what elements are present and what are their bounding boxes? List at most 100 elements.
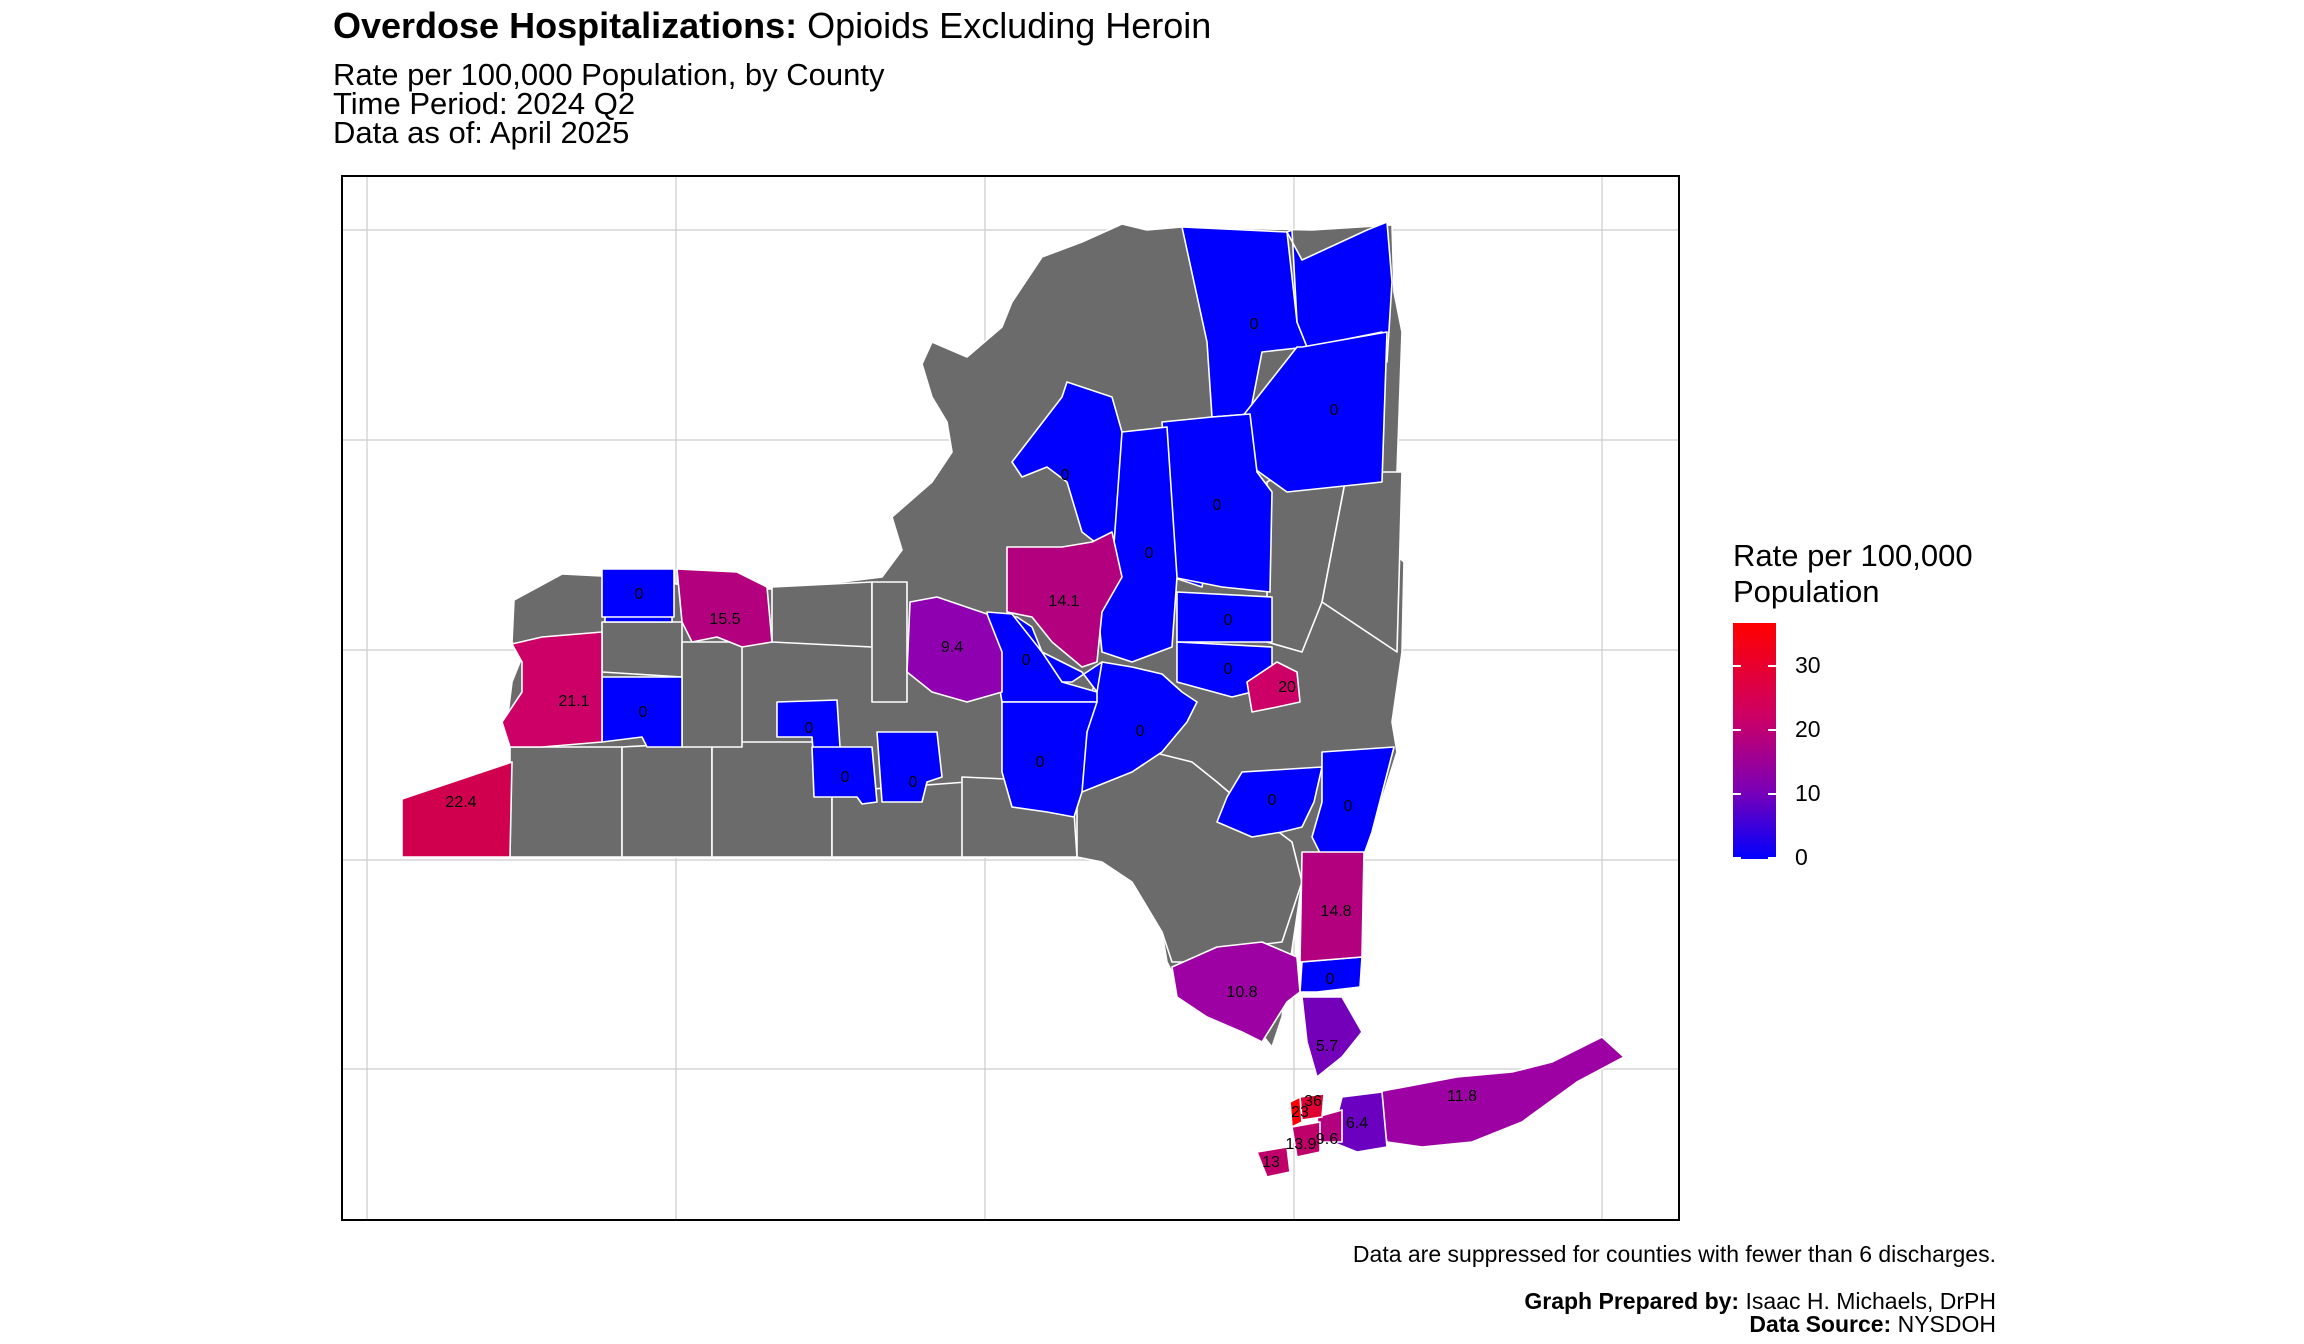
county-label: 0 <box>1250 316 1259 333</box>
subtitle: Rate per 100,000 Population, by County T… <box>333 57 1211 150</box>
county-label: 0 <box>1224 612 1233 629</box>
county-fulton <box>1176 591 1273 643</box>
county-label: 0 <box>1036 754 1045 771</box>
county-map: 0 0 0 0 0 0 0 0 0 0 0 0 0 0 0 0 0 0 15.5… <box>343 177 1678 1219</box>
data-source: Data Source: NYSDOH <box>1749 1313 1996 1336</box>
legend-tick-10: 10 <box>1795 780 1821 806</box>
legend-tickmark <box>1733 857 1741 859</box>
county-label: 9.6 <box>1316 1131 1338 1148</box>
county-label: 0 <box>1326 971 1335 988</box>
county-dutchess <box>1299 851 1365 963</box>
county-finger-lakes-4 <box>871 581 908 703</box>
county-label: 9.4 <box>941 639 963 656</box>
county-richmond <box>1256 1146 1291 1178</box>
chart-title: Overdose Hospitalizations: Opioids Exclu… <box>333 8 1211 44</box>
county-label: 0 <box>841 769 850 786</box>
county-southern-tier-2 <box>621 741 713 858</box>
map-panel: 0 0 0 0 0 0 0 0 0 0 0 0 0 0 0 0 0 0 15.5… <box>341 175 1680 1221</box>
county-label: 15.5 <box>709 611 740 628</box>
county-southern-tier-west <box>509 746 623 858</box>
county-kings <box>1291 1121 1321 1158</box>
county-hamilton <box>1161 413 1273 593</box>
county-label: 13.9 <box>1285 1136 1316 1153</box>
county-label: 0 <box>1330 402 1339 419</box>
county-finger-lakes-2 <box>681 641 743 748</box>
county-orleans <box>601 568 675 618</box>
county-ft-blue-2 <box>811 746 878 805</box>
county-label: 36 <box>1304 1093 1322 1110</box>
county-label: 0 <box>1136 723 1145 740</box>
legend-tickmark <box>1768 857 1776 859</box>
county-label: 23 <box>1291 1104 1309 1121</box>
subtitle-line-asof: Data as of: April 2025 <box>333 115 630 150</box>
title-block: Overdose Hospitalizations: Opioids Exclu… <box>333 8 1211 150</box>
color-legend: Rate per 100,000 Population 30 20 10 0 <box>1733 538 1973 869</box>
legend-title-line1: Rate per 100,000 <box>1733 538 1973 573</box>
county-label: 0 <box>1213 497 1222 514</box>
legend-tickmark <box>1733 729 1741 731</box>
prepared-by: Graph Prepared by: Isaac H. Michaels, Dr… <box>1524 1290 1996 1313</box>
county-label: 0 <box>1268 792 1277 809</box>
county-erie <box>501 631 603 748</box>
legend-title: Rate per 100,000 Population <box>1733 538 1973 610</box>
county-label: 0 <box>1224 661 1233 678</box>
county-greene-blue <box>1216 766 1323 838</box>
county-label: 0 <box>1145 545 1154 562</box>
county-label: 5.7 <box>1316 1038 1338 1055</box>
legend-tick-20: 20 <box>1795 716 1821 742</box>
county-saratoga <box>1246 661 1301 713</box>
legend-title-line2: Population <box>1733 574 1880 609</box>
county-ft-blue-3 <box>876 731 943 803</box>
legend-tickmark <box>1768 793 1776 795</box>
county-columbia-blue <box>1311 746 1395 861</box>
county-finger-lakes-1 <box>601 621 683 678</box>
county-label: 0 <box>805 720 814 737</box>
county-label: 0 <box>1344 798 1353 815</box>
legend-tickmark <box>1733 665 1741 667</box>
title-bold: Overdose Hospitalizations: <box>333 5 798 46</box>
county-suffolk <box>1376 1036 1625 1148</box>
county-label: 14.8 <box>1320 903 1351 920</box>
legend-tickmark <box>1768 729 1776 731</box>
county-chautauqua <box>401 761 513 858</box>
legend-tickmark <box>1768 665 1776 667</box>
county-label: 6.4 <box>1346 1115 1368 1132</box>
suppression-note: Data are suppressed for counties with fe… <box>1352 1241 1996 1267</box>
county-label: 11.8 <box>1447 1088 1477 1105</box>
county-label: 0 <box>1061 467 1070 484</box>
title-rest: Opioids Excluding Heroin <box>797 5 1212 46</box>
county-label: 0 <box>909 774 918 791</box>
county-label: 0 <box>635 586 644 603</box>
county-label: 20 <box>1278 679 1296 696</box>
prepared-label: Graph Prepared by: <box>1524 1288 1740 1314</box>
legend-colorbar <box>1733 623 1776 859</box>
county-label: 0 <box>1022 652 1031 669</box>
subtitle-line-rate: Rate per 100,000 Population, by County <box>333 57 885 92</box>
county-label: 22.4 <box>445 794 476 811</box>
county-label: 10.8 <box>1226 984 1257 1001</box>
county-oneida <box>1006 531 1123 668</box>
prepared-value: Isaac H. Michaels, DrPH <box>1739 1288 1996 1314</box>
county-label: 21.1 <box>558 693 589 710</box>
source-label: Data Source: <box>1749 1311 1892 1337</box>
county-label: 14.1 <box>1048 593 1079 610</box>
county-eastern-2 <box>1321 471 1403 653</box>
county-label: 0 <box>639 704 648 721</box>
legend-tick-30: 30 <box>1795 652 1821 678</box>
county-new-york <box>1289 1096 1303 1128</box>
county-chenango <box>1001 701 1098 818</box>
county-orange <box>1171 941 1301 1043</box>
county-polygons <box>401 221 1625 1178</box>
source-value: NYSDOH <box>1891 1311 1996 1337</box>
legend-tickmark <box>1733 793 1741 795</box>
county-rockland <box>1301 996 1363 1078</box>
county-franklin <box>1181 226 1308 418</box>
county-clinton <box>1286 221 1393 363</box>
subtitle-line-period: Time Period: 2024 Q2 <box>333 86 636 121</box>
legend-tick-0: 0 <box>1795 844 1808 870</box>
county-label: 13 <box>1262 1154 1280 1171</box>
county-onondaga <box>906 596 1003 703</box>
county-value-labels: 0 0 0 0 0 0 0 0 0 0 0 0 0 0 0 0 0 0 15.5… <box>445 316 1477 1171</box>
county-finger-lakes-3 <box>771 581 873 648</box>
county-monroe <box>676 568 773 648</box>
